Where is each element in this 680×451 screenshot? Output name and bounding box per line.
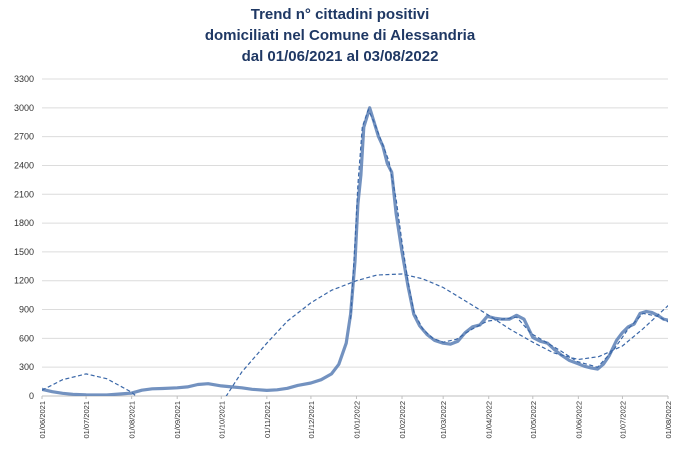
- y-tick-label: 2700: [14, 132, 34, 142]
- x-tick-label: 01/04/2022: [485, 401, 494, 439]
- y-tick-label: 1500: [14, 247, 34, 257]
- x-tick-label: 01/06/2022: [574, 401, 583, 439]
- x-tick-label: 01/06/2021: [38, 401, 47, 439]
- chart-title-line-3: dal 01/06/2021 al 03/08/2022: [241, 48, 439, 65]
- x-tick-label: 01/10/2021: [217, 401, 226, 439]
- chart-title-line-2: domiciliati nel Comune di Alessandria: [204, 27, 476, 44]
- x-tick-label: 01/08/2022: [664, 401, 673, 439]
- y-axis-ticks: 0 300 600 900 1200 1500 1800 2100 2400 2700 3000 33…: [14, 74, 34, 401]
- positives-series-line: [42, 106, 668, 396]
- x-axis-ticks: 01/06/2021 01/07/2021 01/08/2021 01/09/2021…: [38, 396, 673, 439]
- y-tick-label: 0: [29, 391, 34, 401]
- y-tick-label: 3300: [14, 74, 34, 84]
- y-tick-label: 1200: [14, 276, 34, 286]
- y-tick-label: 2400: [14, 160, 34, 170]
- series-layer: [42, 106, 668, 396]
- y-tick-label: 900: [19, 305, 34, 315]
- chart-title-line-1: Trend n° cittadini positivi: [250, 6, 430, 23]
- y-tick-label: 3000: [14, 103, 34, 113]
- trend-line-2: [350, 108, 668, 368]
- x-tick-label: 01/07/2022: [618, 401, 627, 439]
- x-tick-label: 01/03/2022: [439, 401, 448, 439]
- x-tick-label: 01/01/2022: [352, 401, 361, 439]
- chart-title: Trend n° cittadini positivi domiciliati …: [0, 4, 680, 67]
- trend-line-1: [42, 273, 668, 396]
- y-tick-label: 300: [19, 362, 34, 372]
- y-tick-label: 1800: [14, 218, 34, 228]
- x-tick-label: 01/12/2021: [307, 401, 316, 439]
- x-tick-label: 01/09/2021: [173, 401, 182, 439]
- x-tick-label: 01/02/2022: [398, 401, 407, 439]
- x-tick-label: 01/08/2021: [128, 401, 137, 439]
- y-tick-label: 2100: [14, 189, 34, 199]
- x-tick-label: 01/11/2021: [263, 401, 272, 438]
- x-tick-label: 01/05/2022: [529, 401, 538, 439]
- grid-lines: [42, 78, 668, 368]
- x-tick-label: 01/07/2021: [82, 401, 91, 439]
- y-tick-label: 600: [19, 333, 34, 343]
